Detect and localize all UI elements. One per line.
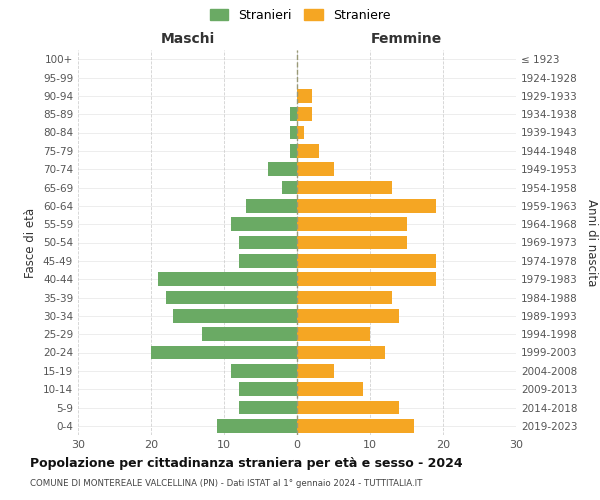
Bar (297, 199, 436, 212)
Bar (297, 254, 436, 268)
Bar (297, 108, 311, 121)
Y-axis label: Anni di nascita: Anni di nascita (584, 199, 598, 286)
Bar (158, 272, 297, 286)
Bar (290, 144, 297, 158)
Text: Popolazione per cittadinanza straniera per età e sesso - 2024: Popolazione per cittadinanza straniera p… (30, 458, 463, 470)
Text: COMUNE DI MONTEREALE VALCELLINA (PN) - Dati ISTAT al 1° gennaio 2024 - TUTTITALI: COMUNE DI MONTEREALE VALCELLINA (PN) - D… (30, 478, 422, 488)
Bar (297, 272, 436, 286)
Bar (297, 162, 334, 176)
Bar (166, 290, 297, 304)
Text: Femmine: Femmine (371, 32, 442, 46)
Bar (297, 364, 334, 378)
Bar (297, 346, 385, 360)
Bar (283, 180, 297, 194)
Text: Maschi: Maschi (160, 32, 215, 46)
Bar (239, 236, 297, 250)
Bar (297, 218, 407, 231)
Bar (297, 400, 399, 414)
Bar (202, 328, 297, 341)
Bar (268, 162, 297, 176)
Bar (232, 364, 297, 378)
Bar (297, 290, 392, 304)
Bar (297, 309, 399, 322)
Bar (297, 126, 304, 140)
Bar (297, 419, 414, 432)
Bar (297, 180, 392, 194)
Bar (297, 144, 319, 158)
Bar (173, 309, 297, 322)
Bar (297, 89, 311, 102)
Bar (290, 126, 297, 140)
Bar (151, 346, 297, 360)
Bar (297, 382, 362, 396)
Bar (239, 400, 297, 414)
Bar (297, 236, 407, 250)
Bar (246, 199, 297, 212)
Bar (217, 419, 297, 432)
Bar (297, 328, 370, 341)
Bar (239, 382, 297, 396)
Bar (232, 218, 297, 231)
Bar (290, 108, 297, 121)
Bar (239, 254, 297, 268)
Legend: Stranieri, Straniere: Stranieri, Straniere (207, 6, 393, 24)
Y-axis label: Fasce di età: Fasce di età (25, 208, 37, 278)
